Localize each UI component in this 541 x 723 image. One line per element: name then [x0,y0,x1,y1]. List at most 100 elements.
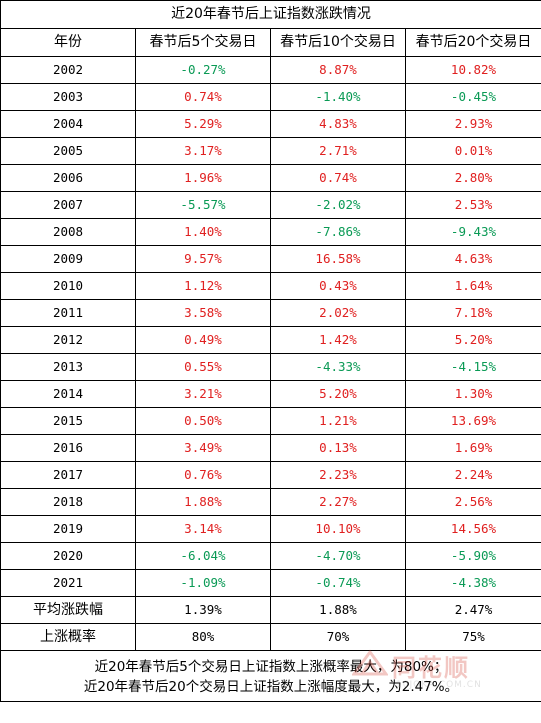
change-cell-20-day: -9.43% [404,218,541,246]
note-line-2: 近20年春节后20个交易日上证指数上涨幅度最大，为2.47%。 [83,679,459,695]
table-row: 2012 0.49% 1.42% 5.20% [0,326,541,354]
year-cell: 2019 [0,515,136,543]
table-row: 2003 0.74% -1.40% -0.45% [0,83,541,111]
probability-10-day: 70% [270,623,406,651]
change-cell-10-day: -7.86% [270,218,406,246]
change-cell-5-day: 1.88% [135,488,271,516]
change-cell-10-day: 1.42% [270,326,406,354]
average-label: 平均涨跌幅 [0,596,136,624]
year-cell: 2016 [0,434,136,462]
year-cell: 2004 [0,110,136,138]
change-cell-5-day: -5.57% [135,191,271,219]
change-cell-5-day: 0.49% [135,326,271,354]
table-row: 2019 3.14% 10.10% 14.56% [0,515,541,543]
probability-row: 上涨概率 80% 70% 75% [0,623,541,651]
change-cell-10-day: 8.87% [270,56,406,84]
table-row: 2016 3.49% 0.13% 1.69% [0,434,541,462]
change-cell-5-day: -0.27% [135,56,271,84]
table-row: 2021 -1.09% -0.74% -4.38% [0,569,541,597]
year-cell: 2013 [0,353,136,381]
change-cell-20-day: 14.56% [404,515,541,543]
change-cell-10-day: 2.71% [270,137,406,165]
table-row: 2009 9.57% 16.58% 4.63% [0,245,541,273]
change-cell-20-day: 5.20% [404,326,541,354]
change-cell-10-day: -0.74% [270,569,406,597]
table-row: 2018 1.88% 2.27% 2.56% [0,488,541,516]
change-cell-10-day: 0.13% [270,434,406,462]
header-20-day: 春节后20个交易日 [404,28,541,57]
year-cell: 2018 [0,488,136,516]
table-row: 2006 1.96% 0.74% 2.80% [0,164,541,192]
change-cell-20-day: 13.69% [404,407,541,435]
change-cell-5-day: 3.14% [135,515,271,543]
change-cell-10-day: 5.20% [270,380,406,408]
year-cell: 2008 [0,218,136,246]
change-cell-10-day: -2.02% [270,191,406,219]
table-row: 2011 3.58% 2.02% 7.18% [0,299,541,327]
change-cell-10-day: 2.02% [270,299,406,327]
table-row: 2002 -0.27% 8.87% 10.82% [0,56,541,84]
change-cell-20-day: 2.56% [404,488,541,516]
change-cell-10-day: -4.70% [270,542,406,570]
change-cell-5-day: 5.29% [135,110,271,138]
probability-5-day: 80% [135,623,271,651]
header-row: 年份 春节后5个交易日 春节后10个交易日 春节后20个交易日 [0,28,541,57]
year-cell: 2006 [0,164,136,192]
average-10-day: 1.88% [270,596,406,624]
change-cell-20-day: 7.18% [404,299,541,327]
table-row: 2013 0.55% -4.33% -4.15% [0,353,541,381]
change-cell-10-day: 16.58% [270,245,406,273]
change-cell-5-day: 0.74% [135,83,271,111]
change-cell-5-day: 3.58% [135,299,271,327]
change-cell-5-day: 0.76% [135,461,271,489]
title-row: 近20年春节后上证指数涨跌情况 [0,0,541,29]
year-cell: 2015 [0,407,136,435]
year-cell: 2012 [0,326,136,354]
average-row: 平均涨跌幅 1.39% 1.88% 2.47% [0,596,541,624]
probability-20-day: 75% [404,623,541,651]
year-cell: 2002 [0,56,136,84]
change-cell-20-day: 1.69% [404,434,541,462]
change-cell-10-day: -1.40% [270,83,406,111]
year-cell: 2017 [0,461,136,489]
change-cell-5-day: 9.57% [135,245,271,273]
change-cell-20-day: -0.45% [404,83,541,111]
change-cell-20-day: 1.30% [404,380,541,408]
change-cell-20-day: -5.90% [404,542,541,570]
note-cell: 近20年春节后5个交易日上证指数上涨概率最大，为80%； 近20年春节后20个交… [0,650,541,702]
year-cell: 2021 [0,569,136,597]
change-cell-5-day: 1.40% [135,218,271,246]
year-cell: 2009 [0,245,136,273]
change-cell-10-day: 0.74% [270,164,406,192]
header-10-day: 春节后10个交易日 [270,28,406,57]
header-5-day: 春节后5个交易日 [135,28,271,57]
table-row: 2004 5.29% 4.83% 2.93% [0,110,541,138]
table-title: 近20年春节后上证指数涨跌情况 [0,0,541,29]
change-cell-5-day: 3.49% [135,434,271,462]
change-cell-20-day: -4.15% [404,353,541,381]
year-cell: 2007 [0,191,136,219]
market-table: 近20年春节后上证指数涨跌情况 年份 春节后5个交易日 春节后10个交易日 春节… [0,0,541,702]
year-cell: 2010 [0,272,136,300]
average-5-day: 1.39% [135,596,271,624]
table-row: 2015 0.50% 1.21% 13.69% [0,407,541,435]
change-cell-5-day: 3.21% [135,380,271,408]
change-cell-20-day: 2.80% [404,164,541,192]
change-cell-20-day: 2.93% [404,110,541,138]
change-cell-10-day: 10.10% [270,515,406,543]
table-row: 2008 1.40% -7.86% -9.43% [0,218,541,246]
change-cell-20-day: 0.01% [404,137,541,165]
year-cell: 2014 [0,380,136,408]
table-row: 2017 0.76% 2.23% 2.24% [0,461,541,489]
table-row: 2010 1.12% 0.43% 1.64% [0,272,541,300]
note-line-1: 近20年春节后5个交易日上证指数上涨概率最大，为80%； [94,659,448,675]
change-cell-20-day: 2.53% [404,191,541,219]
change-cell-5-day: 1.12% [135,272,271,300]
change-cell-5-day: -6.04% [135,542,271,570]
change-cell-10-day: 4.83% [270,110,406,138]
year-cell: 2011 [0,299,136,327]
probability-label: 上涨概率 [0,623,136,651]
year-cell: 2003 [0,83,136,111]
change-cell-5-day: 1.96% [135,164,271,192]
change-cell-10-day: 0.43% [270,272,406,300]
